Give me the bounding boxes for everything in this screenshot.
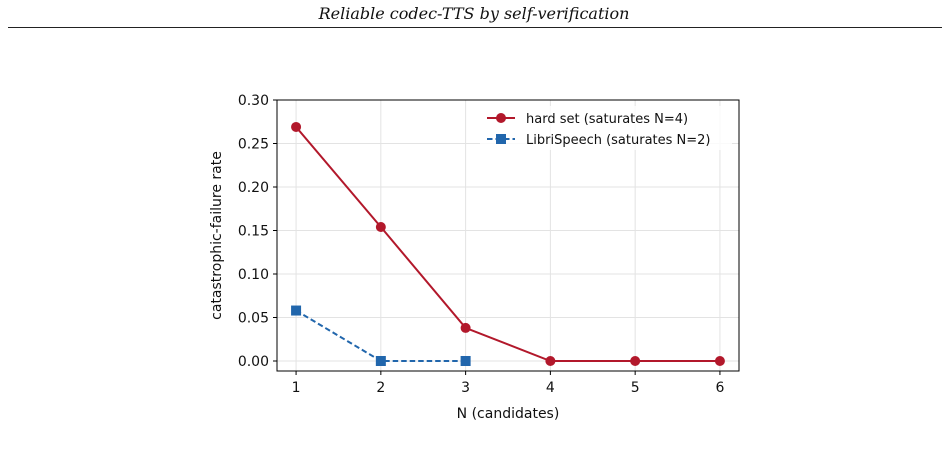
x-tick-label: 3	[461, 380, 470, 396]
legend: hard set (saturates N=4) LibriSpeech (sat…	[480, 106, 732, 150]
data-point	[460, 355, 471, 366]
data-point	[375, 222, 386, 233]
legend-marker	[496, 134, 506, 144]
header-rule	[8, 27, 942, 28]
data-point	[630, 355, 641, 366]
series-layer	[291, 121, 725, 366]
x-tick-label: 1	[292, 380, 301, 396]
legend-box	[480, 106, 732, 150]
data-point	[291, 305, 302, 316]
y-tick-label: 0.25	[238, 136, 269, 152]
y-axis-label: catastrophic-failure rate	[209, 151, 225, 320]
legend-entry-label: LibriSpeech (saturates N=2)	[526, 133, 711, 148]
series-line-1	[295, 126, 720, 362]
x-tick-label: 4	[546, 380, 555, 396]
y-tick-label: 0.10	[238, 267, 269, 283]
x-axis-label: N (candidates)	[457, 406, 560, 422]
x-tick-label: 2	[376, 380, 385, 396]
legend-marker	[496, 113, 506, 123]
data-point	[291, 121, 302, 132]
data-point	[545, 355, 556, 366]
legend-entry-label: hard set (saturates N=4)	[526, 112, 688, 127]
data-point	[714, 355, 725, 366]
y-tick-label: 0.05	[238, 310, 269, 326]
x-tick-label: 6	[715, 380, 724, 396]
data-point	[375, 355, 386, 366]
y-tick-label: 0.15	[238, 223, 269, 239]
x-tick-label: 5	[631, 380, 640, 396]
plot-frame	[276, 99, 740, 372]
y-tick-label: 0.20	[238, 180, 269, 196]
y-tick-label: 0.00	[238, 354, 269, 370]
y-tick-label: 0.30	[238, 93, 269, 109]
running-head: Reliable codec-TTS by self-verification	[318, 4, 630, 23]
ticks: 1 2 3 4 5 6 0.00 0.05 0.10 0.15 0.20 0.25 0.30	[238, 93, 725, 396]
data-point	[460, 322, 471, 333]
